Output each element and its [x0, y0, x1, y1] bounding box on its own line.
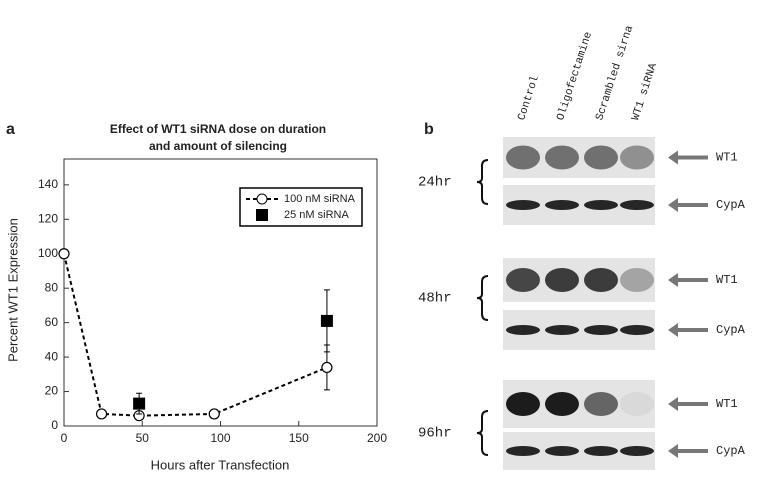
x-tick-label: 150 — [289, 431, 309, 445]
y-tick-label: 40 — [45, 349, 59, 363]
blot-band — [545, 268, 579, 292]
y-tick-label: 140 — [38, 177, 58, 191]
blot-band — [506, 200, 540, 210]
blot-band — [506, 392, 540, 416]
data-point — [58, 248, 70, 260]
data-point — [320, 314, 333, 327]
y-tick-label: 60 — [45, 315, 59, 329]
blot-band — [584, 268, 618, 292]
band-label: WT1 — [716, 397, 738, 411]
brace — [476, 275, 489, 321]
blot-band — [545, 325, 579, 335]
x-axis-label: Hours after Transfection — [151, 457, 290, 472]
lane-label: Control — [516, 74, 542, 122]
brace — [476, 159, 489, 205]
x-tick-label: 0 — [61, 431, 68, 445]
arrow-head — [668, 273, 678, 287]
blot-band — [545, 392, 579, 416]
blot-band — [506, 325, 540, 335]
blot-band — [506, 446, 540, 456]
legend-label: 25 nM siRNA — [284, 209, 349, 221]
band-label: WT1 — [716, 273, 738, 287]
x-tick-label: 50 — [136, 431, 150, 445]
legend-marker — [256, 193, 268, 205]
blot-band — [620, 200, 654, 210]
time-label: 48hr — [418, 291, 452, 307]
arrow-head — [668, 150, 678, 165]
blot-band — [584, 446, 618, 456]
arrow-head — [668, 323, 678, 337]
blot-band — [545, 200, 579, 210]
series-line — [63, 253, 328, 417]
blot-band — [545, 446, 579, 456]
panel-label: a — [6, 121, 15, 138]
lane-label: Oligofectamine — [555, 31, 595, 123]
arrow-head — [668, 444, 678, 458]
arrow-head — [668, 198, 678, 212]
chart-title: and amount of silencing — [149, 139, 287, 153]
legend-marker — [256, 209, 268, 221]
data-point — [321, 361, 333, 374]
blot-band — [620, 325, 654, 335]
band-label: WT1 — [716, 151, 738, 165]
blot-band — [506, 145, 540, 170]
blot-band — [584, 200, 618, 210]
x-tick-label: 100 — [210, 431, 230, 445]
panel-label: b — [424, 121, 434, 138]
blot-band — [620, 392, 654, 416]
chart-title: Effect of WT1 siRNA dose on duration — [110, 122, 326, 136]
data-point — [133, 397, 146, 410]
x-tick-label: 200 — [367, 431, 387, 445]
lane-label: WT1 siRNA — [630, 62, 660, 123]
y-tick-label: 0 — [51, 418, 58, 432]
blot-band — [584, 145, 618, 170]
arrow-head — [668, 397, 678, 411]
blot-band — [584, 392, 618, 416]
blot-band — [620, 268, 654, 292]
y-axis-label: Percent WT1 Expression — [5, 218, 20, 362]
data-point — [208, 408, 220, 420]
y-tick-label: 20 — [45, 384, 59, 398]
blot-band — [620, 145, 654, 170]
legend-label: 100 nM siRNA — [284, 193, 356, 205]
band-label: CypA — [716, 323, 746, 337]
band-label: CypA — [716, 444, 746, 458]
time-label: 96hr — [418, 426, 452, 442]
blot-band — [584, 325, 618, 335]
band-label: CypA — [716, 198, 746, 212]
lane-label: Scrambled sirna — [594, 24, 636, 122]
y-tick-label: 100 — [38, 246, 58, 260]
y-tick-label: 120 — [38, 211, 58, 225]
data-point — [95, 408, 108, 420]
y-tick-label: 80 — [45, 280, 59, 294]
time-label: 24hr — [418, 175, 452, 191]
blot-band — [506, 268, 540, 292]
blot-band — [620, 446, 654, 456]
brace — [476, 410, 489, 456]
blot-band — [545, 145, 579, 170]
